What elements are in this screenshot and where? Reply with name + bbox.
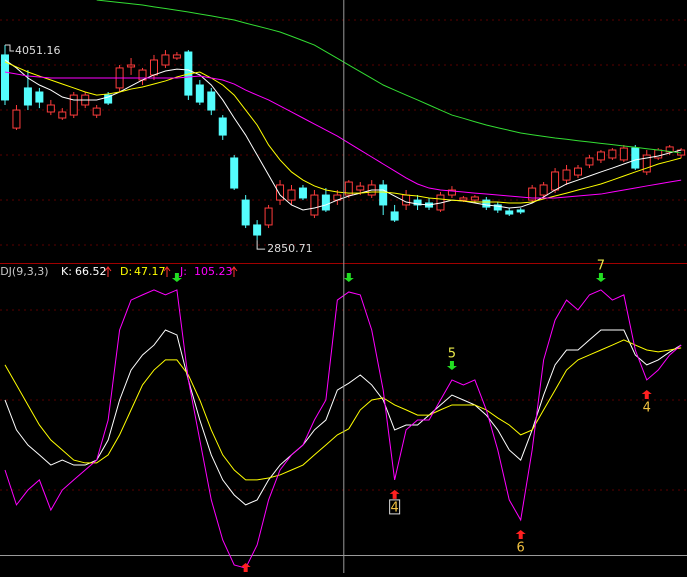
candle-body xyxy=(264,207,273,226)
kdj-header: KDJ(9,3,3) K:66.52 D:47.17 J: 105.23 xyxy=(0,265,238,278)
kdj-name: K: xyxy=(61,265,72,278)
signal-label: 7 xyxy=(597,259,605,274)
candle-body xyxy=(1,54,9,101)
candle-body xyxy=(642,154,651,173)
candle-body xyxy=(69,94,78,116)
candle-body xyxy=(470,196,479,201)
candle-body xyxy=(356,185,365,191)
moving-average-line xyxy=(4,71,682,199)
candle-body xyxy=(310,194,319,216)
leader-line xyxy=(5,44,14,52)
sell-arrow xyxy=(446,360,457,370)
candle-body xyxy=(528,187,537,201)
candle-body xyxy=(241,199,250,226)
candle-body xyxy=(58,111,67,119)
candle-body xyxy=(402,194,411,206)
candle-body xyxy=(631,147,640,169)
candle-body xyxy=(505,210,514,215)
price-panel xyxy=(1,0,686,241)
kdj-line xyxy=(4,339,682,481)
candle-body xyxy=(92,107,101,116)
candle-body xyxy=(218,117,227,136)
kdj-value: 105.23 xyxy=(194,265,233,278)
moving-average-line xyxy=(4,59,682,211)
candle-body xyxy=(344,181,353,196)
up-arrow-icon xyxy=(230,266,238,277)
buy-arrow xyxy=(240,563,251,572)
signal-label: 5 xyxy=(448,346,456,361)
moving-average-line xyxy=(4,61,682,204)
kdj-line xyxy=(4,289,682,569)
candle-body xyxy=(608,149,617,159)
candle-body xyxy=(195,84,204,103)
candle-body xyxy=(46,104,55,113)
candle-body xyxy=(127,64,136,68)
candle-body xyxy=(23,87,32,106)
candle-body xyxy=(287,189,296,201)
candle-body xyxy=(298,187,307,199)
kdj-name: D: xyxy=(120,265,132,278)
candle-body xyxy=(390,211,399,221)
candle-body xyxy=(379,184,388,206)
candle-body xyxy=(619,147,628,161)
kdj-panel xyxy=(4,289,682,569)
up-arrow-icon xyxy=(163,266,171,277)
candle-body xyxy=(539,184,548,196)
sell-arrow xyxy=(595,273,606,282)
sell-arrow xyxy=(171,273,182,282)
moving-average-line xyxy=(96,0,682,154)
candle-body xyxy=(161,54,170,66)
candle-body xyxy=(459,197,468,201)
candle-body xyxy=(482,199,491,208)
candle-body xyxy=(149,59,158,76)
buy-arrow xyxy=(515,529,526,539)
candle-body xyxy=(12,109,21,129)
indicator-title: KDJ(9,3,3) xyxy=(0,265,49,278)
candle-body xyxy=(172,54,181,59)
candle-body xyxy=(35,91,44,103)
signal-box xyxy=(389,499,401,515)
candle-body xyxy=(321,194,330,211)
signal-label: 4 xyxy=(390,500,398,515)
candle-body xyxy=(253,224,262,236)
kdj-value: 66.52 xyxy=(75,265,107,278)
signal-label: 6 xyxy=(517,540,525,555)
candle-body xyxy=(230,157,239,189)
kdj-name: J: xyxy=(179,265,187,278)
low-label: 2850.71 xyxy=(267,242,313,255)
signal-label: 4 xyxy=(643,400,651,415)
candle-body xyxy=(276,184,285,201)
candle-body xyxy=(413,199,422,206)
candle-body xyxy=(596,151,605,161)
buy-arrow xyxy=(389,489,400,499)
high-label: 4051.16 xyxy=(15,44,61,57)
sell-arrow xyxy=(343,273,354,282)
leader-line xyxy=(256,240,266,250)
candle-body xyxy=(516,209,525,213)
candle-body xyxy=(574,167,582,176)
up-arrow-icon xyxy=(104,266,112,277)
candle-body xyxy=(104,94,113,104)
candle-body xyxy=(493,204,502,211)
candle-body xyxy=(551,171,560,191)
kdj-line xyxy=(4,329,682,506)
buy-arrow xyxy=(641,389,652,399)
candle-body xyxy=(207,91,216,111)
kdj-value: 47.17 xyxy=(134,265,166,278)
candle-body xyxy=(585,157,594,166)
candle-body xyxy=(447,189,456,196)
candle-body xyxy=(562,169,571,181)
